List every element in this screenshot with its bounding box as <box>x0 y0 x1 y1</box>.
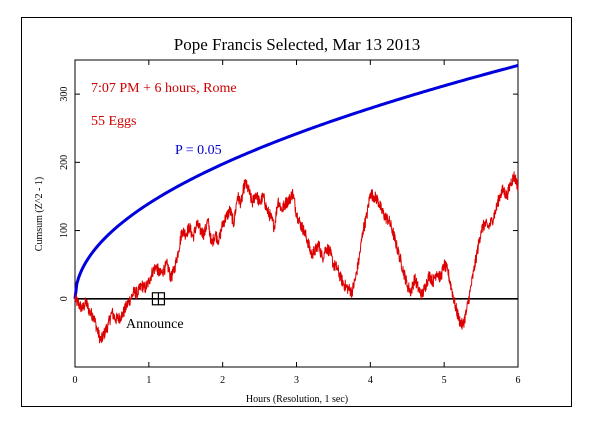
x-tick-label: 4 <box>368 375 373 386</box>
chart-title: Pope Francis Selected, Mar 13 2013 <box>174 35 420 54</box>
tick-layer: 0 1 2 3 4 5 6 0 100 200 300 <box>59 60 521 386</box>
x-axis-title: Hours (Resolution, 1 sec) <box>246 394 348 405</box>
y-tick-label: 100 <box>59 223 70 238</box>
y-tick-label: 0 <box>59 296 70 301</box>
y-axis-title: Cumsum (Z^2 - 1) <box>34 177 45 251</box>
chart-frame <box>21 17 572 407</box>
time-annotation: 7:07 PM + 6 hours, Rome <box>91 81 237 96</box>
x-tick-label: 6 <box>516 375 521 386</box>
x-tick-label: 2 <box>220 375 225 386</box>
x-tick-label: 5 <box>442 375 447 386</box>
y-tick-label: 200 <box>59 155 70 170</box>
cumulative-deviation-line <box>74 171 519 344</box>
probability-label: P = 0.05 <box>175 143 222 158</box>
x-tick-label: 3 <box>294 375 299 386</box>
probability-envelope-line <box>73 64 519 299</box>
x-tick-label: 1 <box>146 375 151 386</box>
x-tick-label: 0 <box>73 375 78 386</box>
eggs-annotation: 55 Eggs <box>91 114 137 129</box>
y-tick-label: 300 <box>59 87 70 102</box>
series-layer <box>73 64 519 344</box>
event-label: Announce <box>126 317 184 332</box>
